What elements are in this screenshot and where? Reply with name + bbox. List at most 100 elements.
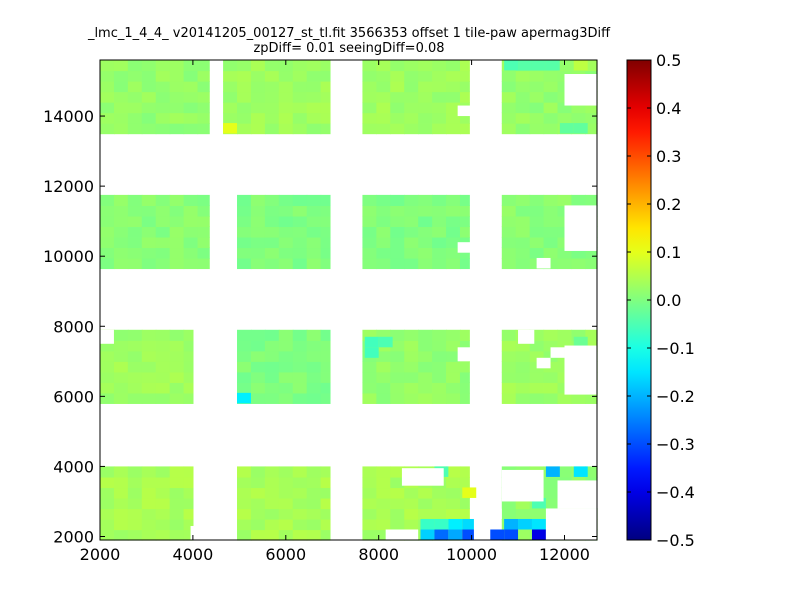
heatmap-cell (376, 487, 391, 499)
heatmap-cell-outlier (573, 123, 588, 134)
heatmap-cell (543, 236, 559, 249)
heatmap-cell (543, 487, 559, 499)
heatmap-cell-missing (550, 347, 565, 358)
heatmap-cell (292, 81, 308, 93)
heatmap-cell (529, 70, 545, 82)
heatmap-cell (404, 487, 419, 499)
heatmap-cell (113, 508, 129, 520)
x-tick-label: 8000 (358, 545, 399, 564)
heatmap-cell (362, 215, 377, 228)
heatmap-cell (459, 81, 470, 93)
heatmap-cell (390, 215, 405, 228)
heatmap-cell-missing (473, 508, 502, 519)
heatmap-cell (306, 247, 322, 259)
heatmap-cell (376, 226, 391, 238)
heatmap-cell (183, 70, 199, 82)
heatmap-cell (237, 487, 252, 499)
heatmap-cell (501, 340, 517, 352)
heatmap-cell (404, 382, 419, 394)
heatmap-cell (197, 205, 210, 217)
heatmap-cell-missing (385, 529, 419, 540)
heatmap-cell (418, 215, 433, 228)
heatmap-cell (432, 215, 447, 228)
heatmap-cell-outlier (559, 123, 574, 134)
heatmap-cell (459, 257, 470, 270)
heatmap-cell (250, 205, 266, 217)
heatmap-cell (529, 215, 545, 228)
heatmap-cell (183, 226, 199, 238)
heatmap-cell (292, 102, 308, 114)
heatmap-cell (113, 476, 129, 489)
heatmap-cell (432, 247, 447, 259)
heatmap-cell (100, 392, 115, 404)
heatmap-cell (446, 70, 461, 82)
heatmap-cell (501, 194, 517, 207)
heatmap-cell-outlier (531, 518, 546, 530)
heatmap-cell (585, 102, 598, 114)
heatmap-cell (432, 371, 447, 383)
heatmap-cell (543, 112, 559, 124)
heatmap-cell (169, 466, 185, 478)
colorbar-tick-label: −0.4 (656, 483, 695, 502)
heatmap-cell (169, 81, 185, 93)
x-tick-label: 6000 (265, 545, 306, 564)
heatmap-cell (306, 226, 322, 238)
heatmap-cell (237, 497, 252, 510)
heatmap-cell (237, 102, 252, 114)
heatmap-cell (432, 392, 447, 404)
heatmap-cell (543, 215, 559, 228)
colorbar-tick-label: −0.3 (656, 435, 695, 454)
heatmap-cell-missing (564, 345, 597, 395)
heatmap-cell (557, 102, 573, 114)
heatmap-cell (543, 340, 559, 352)
heatmap-cell (169, 205, 185, 217)
heatmap-cell (278, 91, 294, 103)
heatmap-cell (237, 518, 252, 531)
heatmap-cell (264, 70, 280, 82)
heatmap-cell (404, 215, 419, 228)
heatmap-cell (446, 497, 461, 510)
heatmap-cell (278, 382, 294, 394)
heatmap-cell (362, 466, 377, 478)
heatmap-cell-outlier (573, 336, 588, 348)
heatmap-cell (515, 529, 531, 541)
heatmap-cell (362, 112, 377, 124)
heatmap-cell-outlier (531, 529, 546, 540)
heatmap-cell (418, 70, 433, 82)
heatmap-cell (515, 102, 531, 114)
heatmap-cell (127, 112, 143, 124)
heatmap-cell (155, 205, 171, 217)
heatmap-cell (376, 329, 391, 341)
heatmap-cell (571, 329, 586, 341)
heatmap-cell (529, 123, 545, 135)
heatmap-cell (362, 236, 377, 249)
plot-frame (99, 59, 598, 541)
y-tick-label: 12000 (43, 177, 94, 196)
heatmap-cell (155, 112, 171, 124)
heatmap-cell (113, 497, 129, 510)
heatmap-cell (362, 508, 377, 520)
heatmap-cell (529, 329, 545, 341)
heatmap-cell (529, 392, 545, 404)
heatmap-cell (432, 350, 447, 362)
heatmap-cell (390, 205, 405, 217)
heatmap-cell (292, 476, 308, 489)
heatmap-cell (390, 340, 405, 352)
colorbar-ticks: 0.5 0.4 0.3 0.2 0.1 0.0 −0.1 −0.2 −0.3 −0.4 −0.5 (627, 51, 695, 550)
heatmap-cell (459, 70, 470, 82)
heatmap-cell (264, 497, 280, 510)
heatmap-cell (278, 476, 294, 489)
heatmap-cell (390, 257, 405, 270)
heatmap-cell (292, 382, 308, 394)
heatmap-cell (571, 392, 586, 404)
heatmap-cell (183, 371, 194, 383)
heatmap-cell (320, 236, 331, 249)
heatmap-cell (501, 350, 517, 362)
heatmap-cell (459, 91, 470, 103)
heatmap-cell-missing (545, 508, 597, 540)
heatmap-cell (515, 123, 531, 135)
heatmap-cell (264, 329, 280, 341)
heatmap-cell (459, 466, 470, 478)
heatmap-cell (404, 123, 419, 135)
heatmap-cell-missing (536, 357, 551, 369)
